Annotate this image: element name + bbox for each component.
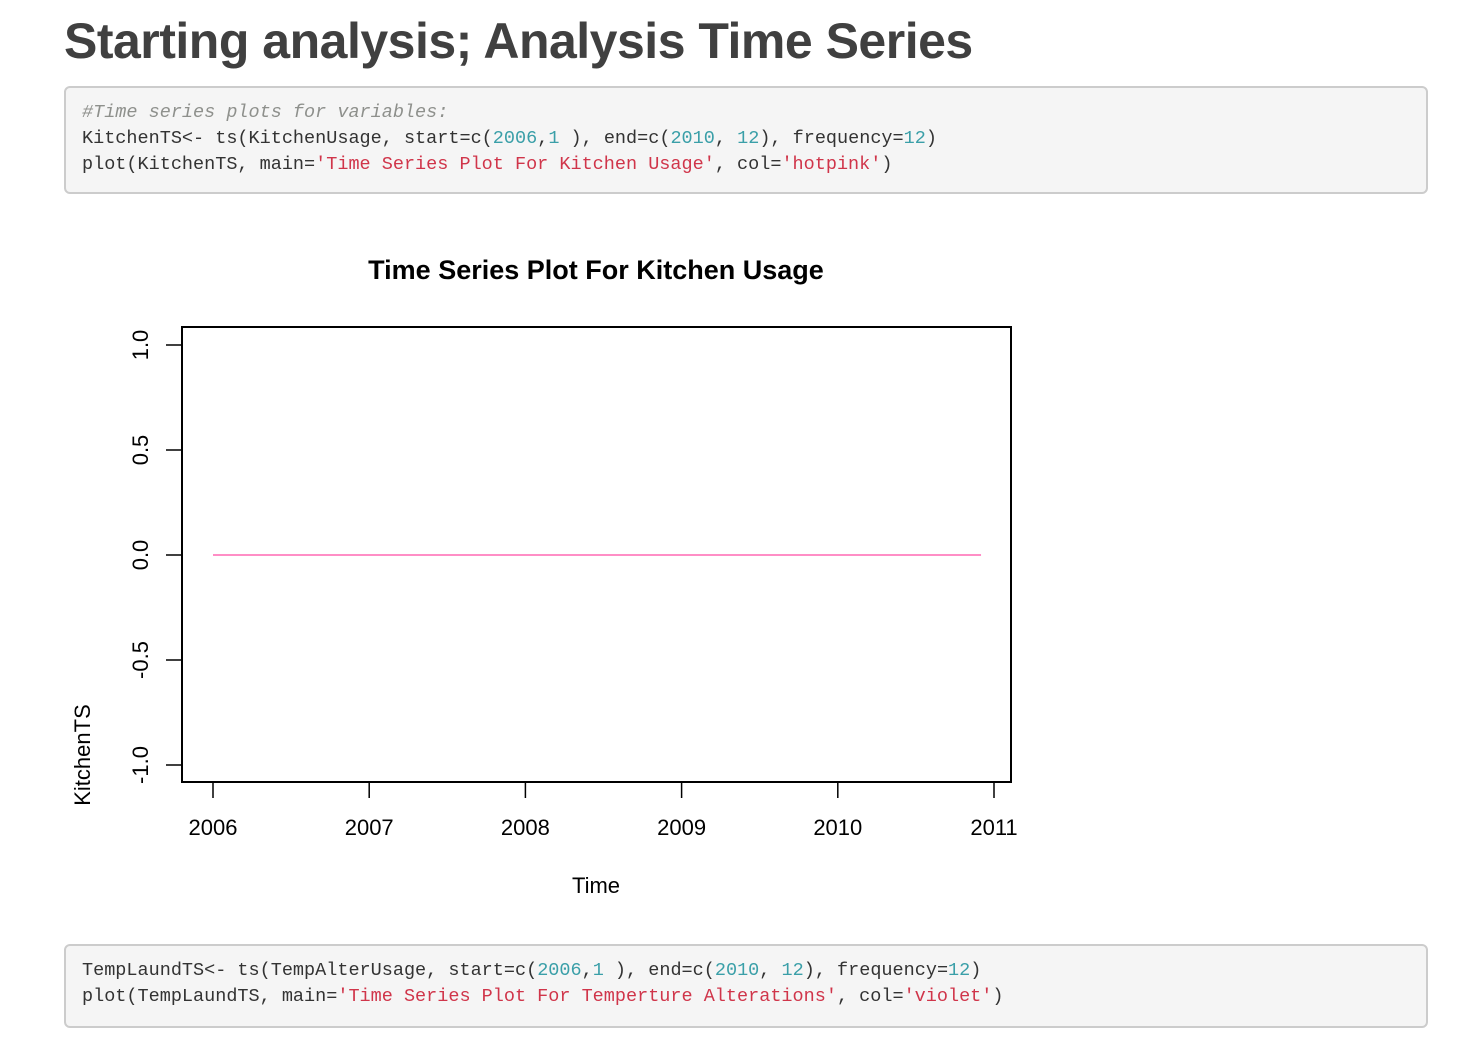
y-tick-label: 0.0 (128, 540, 153, 571)
code-token-number: 1 (548, 128, 560, 149)
code-token-plain: ) (925, 128, 937, 149)
code-token-plain: ) (881, 154, 893, 175)
code-token-string: 'hotpink' (781, 154, 882, 175)
code-token-number: 2010 (714, 960, 760, 981)
code-token-plain: , col= (714, 154, 782, 175)
y-tick-label: -1.0 (128, 746, 153, 784)
code-token-number: 2006 (537, 960, 582, 981)
code-token-plain: KitchenTS<- ts(KitchenUsage, start=c( (82, 128, 493, 149)
x-tick-label: 2011 (970, 815, 1017, 840)
page-title: Starting analysis; Analysis Time Series (64, 13, 973, 69)
code-token-plain: ), frequency= (759, 128, 904, 149)
y-tick-label: 1.0 (128, 330, 153, 361)
x-tick-label: 2008 (501, 815, 550, 840)
code-line: KitchenTS<- ts(KitchenUsage, start=c(200… (82, 126, 1410, 152)
x-tick-label: 2007 (345, 815, 394, 840)
chart-title: Time Series Plot For Kitchen Usage (368, 255, 824, 285)
code-token-plain: ), frequency= (803, 960, 949, 981)
code-token-plain: , (714, 128, 738, 149)
x-tick-label: 2006 (189, 815, 238, 840)
code-token-number: 12 (781, 960, 804, 981)
code-token-number: 2010 (670, 128, 715, 149)
code-token-plain: ) (970, 960, 982, 981)
y-axis: -1.0 -0.5 0.0 0.5 1.0 (128, 330, 183, 784)
y-axis-label: KitchenTS (70, 704, 95, 806)
y-tick-label: 0.5 (128, 435, 153, 466)
x-axis-label: Time (572, 873, 620, 898)
code-token-plain: ), end=c( (559, 128, 671, 149)
code-line: plot(KitchenTS, main='Time Series Plot F… (82, 152, 1410, 178)
code-token-number: 12 (737, 128, 760, 149)
code-token-number: 2006 (492, 128, 538, 149)
x-axis: 2006 2007 2008 2009 2010 2011 (189, 781, 1018, 840)
code-block-kitchen[interactable]: #Time series plots for variables: Kitchen… (64, 86, 1428, 194)
code-token-plain: ) (992, 986, 1004, 1007)
code-token-plain: , (581, 960, 593, 981)
code-token-string: 'Time Series Plot For Temperture Alterat… (337, 986, 837, 1007)
code-token-number: 12 (948, 960, 971, 981)
code-line: #Time series plots for variables: (82, 100, 1410, 126)
code-token-plain: ), end=c( (603, 960, 715, 981)
code-token-plain: , (759, 960, 782, 981)
code-token-number: 1 (592, 960, 604, 981)
code-token-plain: plot(TempLaundTS, main= (82, 986, 338, 1007)
code-token-plain: plot(KitchenTS, main= (82, 154, 316, 175)
code-token-string: 'Time Series Plot For Kitchen Usage' (315, 154, 715, 175)
code-token-plain: TempLaundTS<- ts(TempAlterUsage, start=c… (82, 960, 538, 981)
code-line: TempLaundTS<- ts(TempAlterUsage, start=c… (82, 958, 1410, 984)
code-line: plot(TempLaundTS, main='Time Series Plot… (82, 984, 1410, 1010)
code-token-number: 12 (903, 128, 926, 149)
code-block-temperature[interactable]: TempLaundTS<- ts(TempAlterUsage, start=c… (64, 944, 1428, 1028)
code-token-comment: #Time series plots for variables: (82, 102, 449, 123)
code-token-string: 'violet' (903, 986, 993, 1007)
y-tick-label: -0.5 (128, 641, 153, 679)
code-token-plain: , (537, 128, 549, 149)
code-token-plain: , col= (836, 986, 904, 1007)
kitchen-usage-chart: Time Series Plot For Kitchen Usage 2006 2… (70, 255, 1018, 898)
x-tick-label: 2009 (657, 815, 706, 840)
x-tick-label: 2010 (813, 815, 862, 840)
